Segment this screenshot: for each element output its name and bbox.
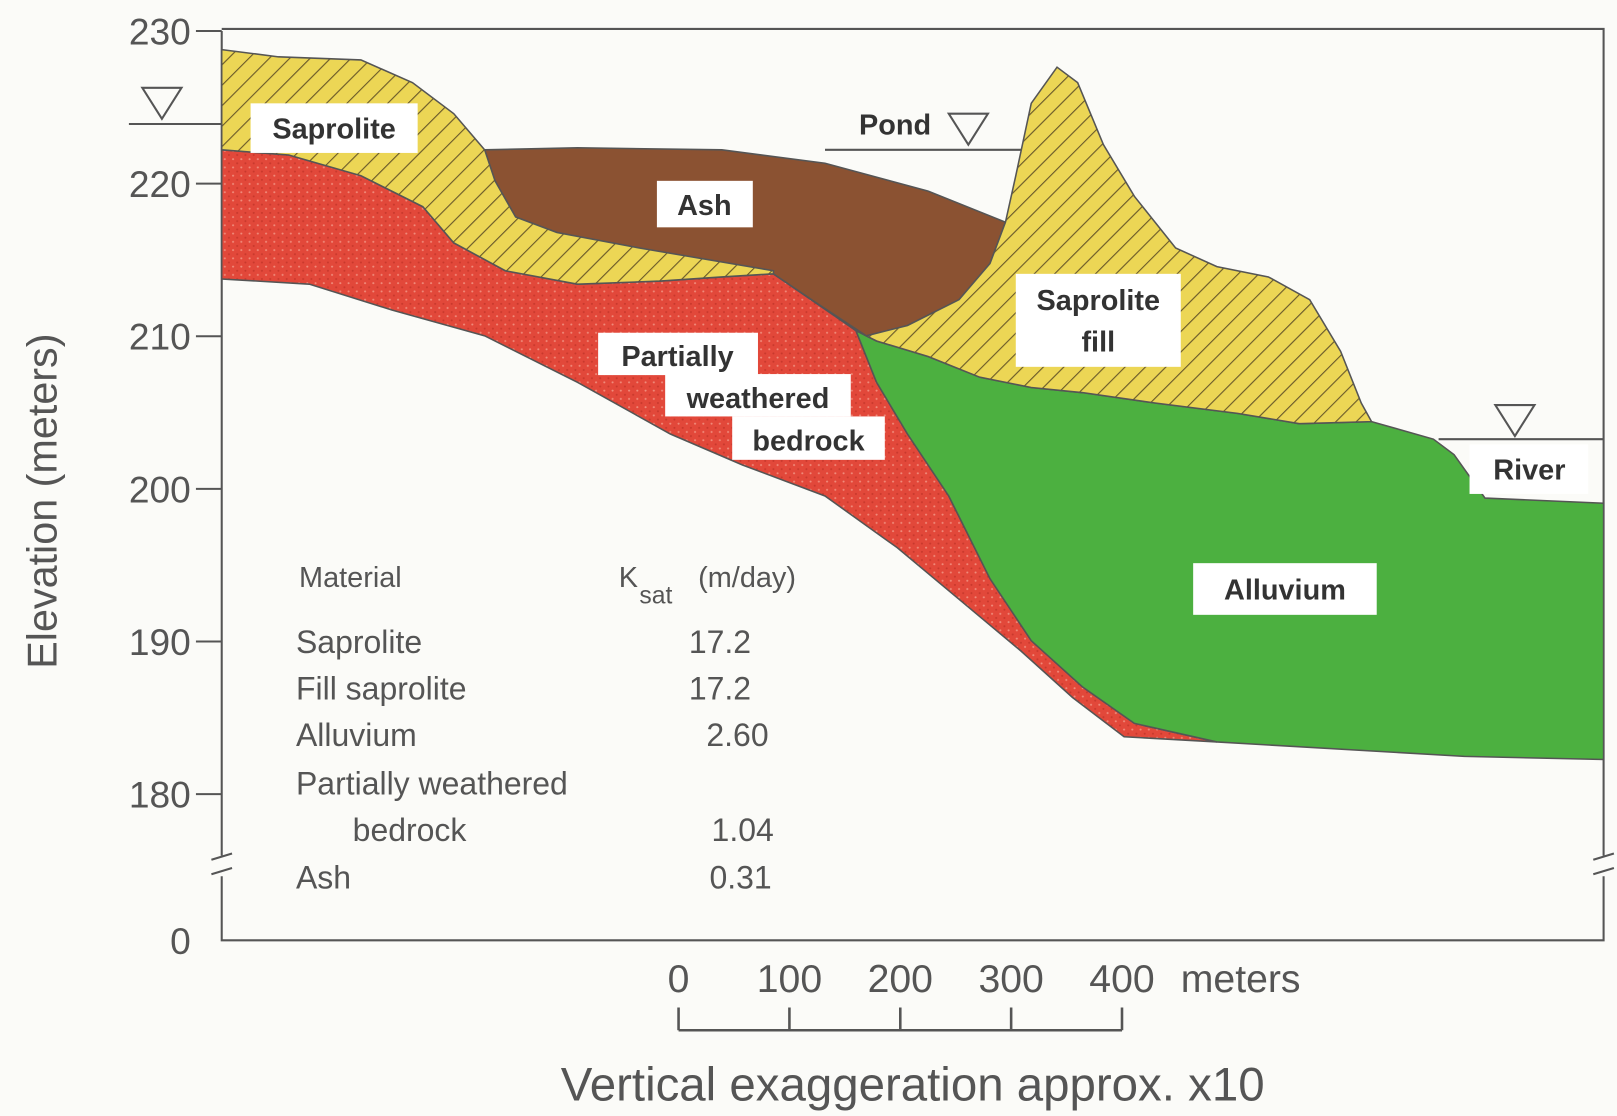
layer-label: bedrock (752, 426, 865, 458)
table-material: Fill saprolite (296, 671, 467, 707)
layer-label: Ash (677, 190, 732, 222)
y-tick-label: 180 (129, 774, 191, 816)
layer-label: fill (1081, 326, 1115, 358)
scale-tick-label: 0 (668, 957, 690, 1001)
table-header: Material (299, 562, 402, 594)
table-ksat: 1.04 (712, 812, 774, 848)
table-header: (m/day) (698, 562, 796, 594)
scale-tick-label: 400 (1089, 957, 1154, 1001)
scale-tick-label: 100 (757, 957, 822, 1001)
layer-label: Partially (621, 341, 733, 373)
layer-label: Alluvium (1224, 574, 1346, 606)
river-level (1439, 405, 1604, 439)
table-material: Ash (296, 860, 351, 896)
table-material: Saprolite (296, 624, 422, 660)
table-header: K (619, 562, 638, 594)
y-tick-label: 190 (129, 621, 191, 663)
y-axis-label: Elevation (meters) (20, 334, 66, 669)
water-table-symbol (129, 88, 222, 124)
scale-tick-label: 300 (978, 957, 1043, 1001)
scale-tick-label: 200 (868, 957, 933, 1001)
cross-section: Saprolite Ash Saprolite fill Partially w… (0, 0, 1617, 1116)
page: Saprolite Ash Saprolite fill Partially w… (0, 0, 1617, 1116)
y-tick-label: 210 (129, 316, 191, 358)
table-ksat: 17.2 (689, 671, 751, 707)
table-ksat: 0.31 (710, 860, 772, 896)
scale-unit: meters (1181, 957, 1301, 1001)
table-header: sat (639, 582, 672, 609)
water-label: Pond (859, 109, 931, 141)
axis-break (211, 854, 1614, 875)
layer-label: Saprolite (272, 113, 396, 145)
y-tick-label: 200 (129, 468, 191, 510)
table-ksat: 2.60 (706, 717, 768, 753)
y-tick-label: 220 (129, 163, 191, 205)
layer-label: weathered (686, 383, 830, 415)
table-material: Alluvium (296, 717, 417, 753)
y-tick-label: 0 (170, 920, 191, 962)
caption: Vertical exaggeration approx. x10 (561, 1058, 1265, 1111)
water-label: River (1493, 454, 1565, 486)
table-rows: Saprolite 17.2 Fill saprolite 17.2 Alluvium 2… (296, 624, 774, 896)
table-ksat: 17.2 (689, 624, 751, 660)
scale-bar: 0 100 200 300 400 meters (668, 957, 1301, 1030)
table-material: bedrock (353, 812, 468, 848)
layer-label: Saprolite (1037, 285, 1161, 317)
y-tick-label: 230 (129, 10, 191, 52)
table-material: Partially weathered (296, 766, 568, 802)
